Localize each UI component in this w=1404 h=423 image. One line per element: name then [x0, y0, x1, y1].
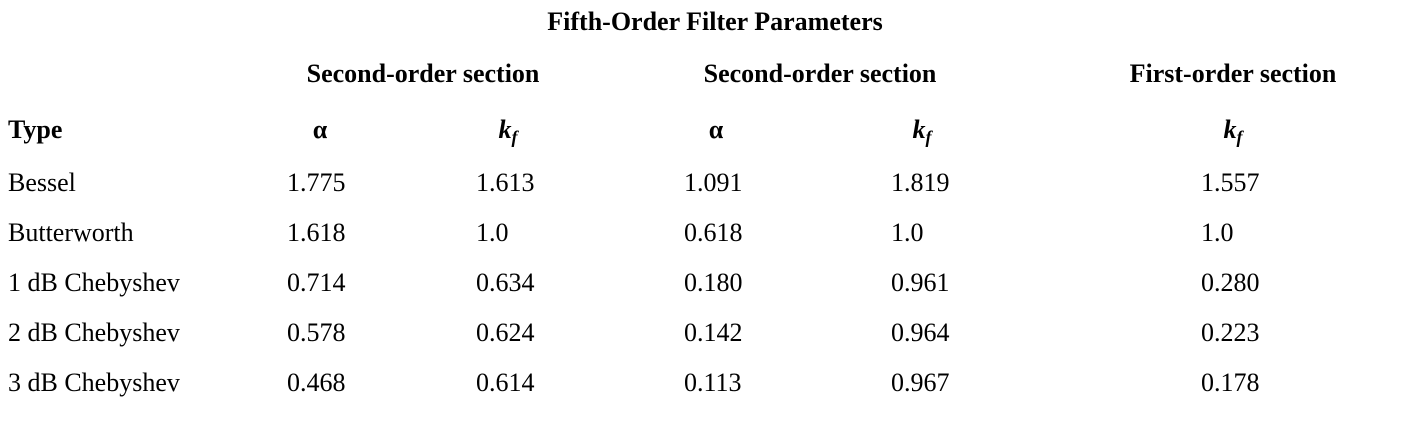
- cell: 0.280: [1201, 268, 1260, 297]
- row-label: 1 dB Chebyshev: [8, 268, 180, 297]
- group-header: Second-order section: [703, 59, 937, 88]
- cell: 1.0: [476, 218, 509, 247]
- cell: 0.578: [287, 318, 346, 347]
- group-header: Second-order section: [306, 59, 540, 88]
- cell: 1.0: [1201, 218, 1234, 247]
- subscript: f: [925, 127, 932, 147]
- cell: 0.967: [891, 368, 950, 397]
- column-header: Type: [8, 115, 63, 144]
- row-label: 3 dB Chebyshev: [8, 368, 180, 397]
- cell: 0.961: [891, 268, 950, 297]
- column-header: α: [708, 115, 724, 144]
- cell: 0.618: [684, 218, 743, 247]
- cell: 0.142: [684, 318, 743, 347]
- cell: 0.223: [1201, 318, 1260, 347]
- cell: 0.714: [287, 268, 346, 297]
- symbol: k: [1223, 115, 1237, 144]
- subscript: f: [1236, 127, 1243, 147]
- cell: 1.819: [891, 168, 950, 197]
- cell: 0.634: [476, 268, 535, 297]
- cell: 0.614: [476, 368, 535, 397]
- cell: 0.964: [891, 318, 950, 347]
- column-header: kf: [912, 115, 932, 147]
- column-header: kf: [498, 115, 518, 147]
- column-header: α: [312, 115, 328, 144]
- cell: 1.613: [476, 168, 535, 197]
- cell: 0.113: [684, 368, 742, 397]
- row-label: 2 dB Chebyshev: [8, 318, 180, 347]
- symbol: k: [912, 115, 926, 144]
- cell: 0.180: [684, 268, 743, 297]
- cell: 0.624: [476, 318, 535, 347]
- row-label: Bessel: [8, 168, 76, 197]
- cell: 1.618: [287, 218, 346, 247]
- cell: 1.0: [891, 218, 924, 247]
- table-title: Fifth-Order Filter Parameters: [547, 7, 883, 36]
- group-header: First-order section: [1129, 59, 1337, 88]
- cell: 1.775: [287, 168, 346, 197]
- cell: 0.468: [287, 368, 346, 397]
- cell: 0.178: [1201, 368, 1260, 397]
- cell: 1.091: [684, 168, 743, 197]
- symbol: k: [498, 115, 512, 144]
- subscript: f: [511, 127, 518, 147]
- cell: 1.557: [1201, 168, 1260, 197]
- column-header: kf: [1223, 115, 1243, 147]
- row-label: Butterworth: [8, 218, 134, 247]
